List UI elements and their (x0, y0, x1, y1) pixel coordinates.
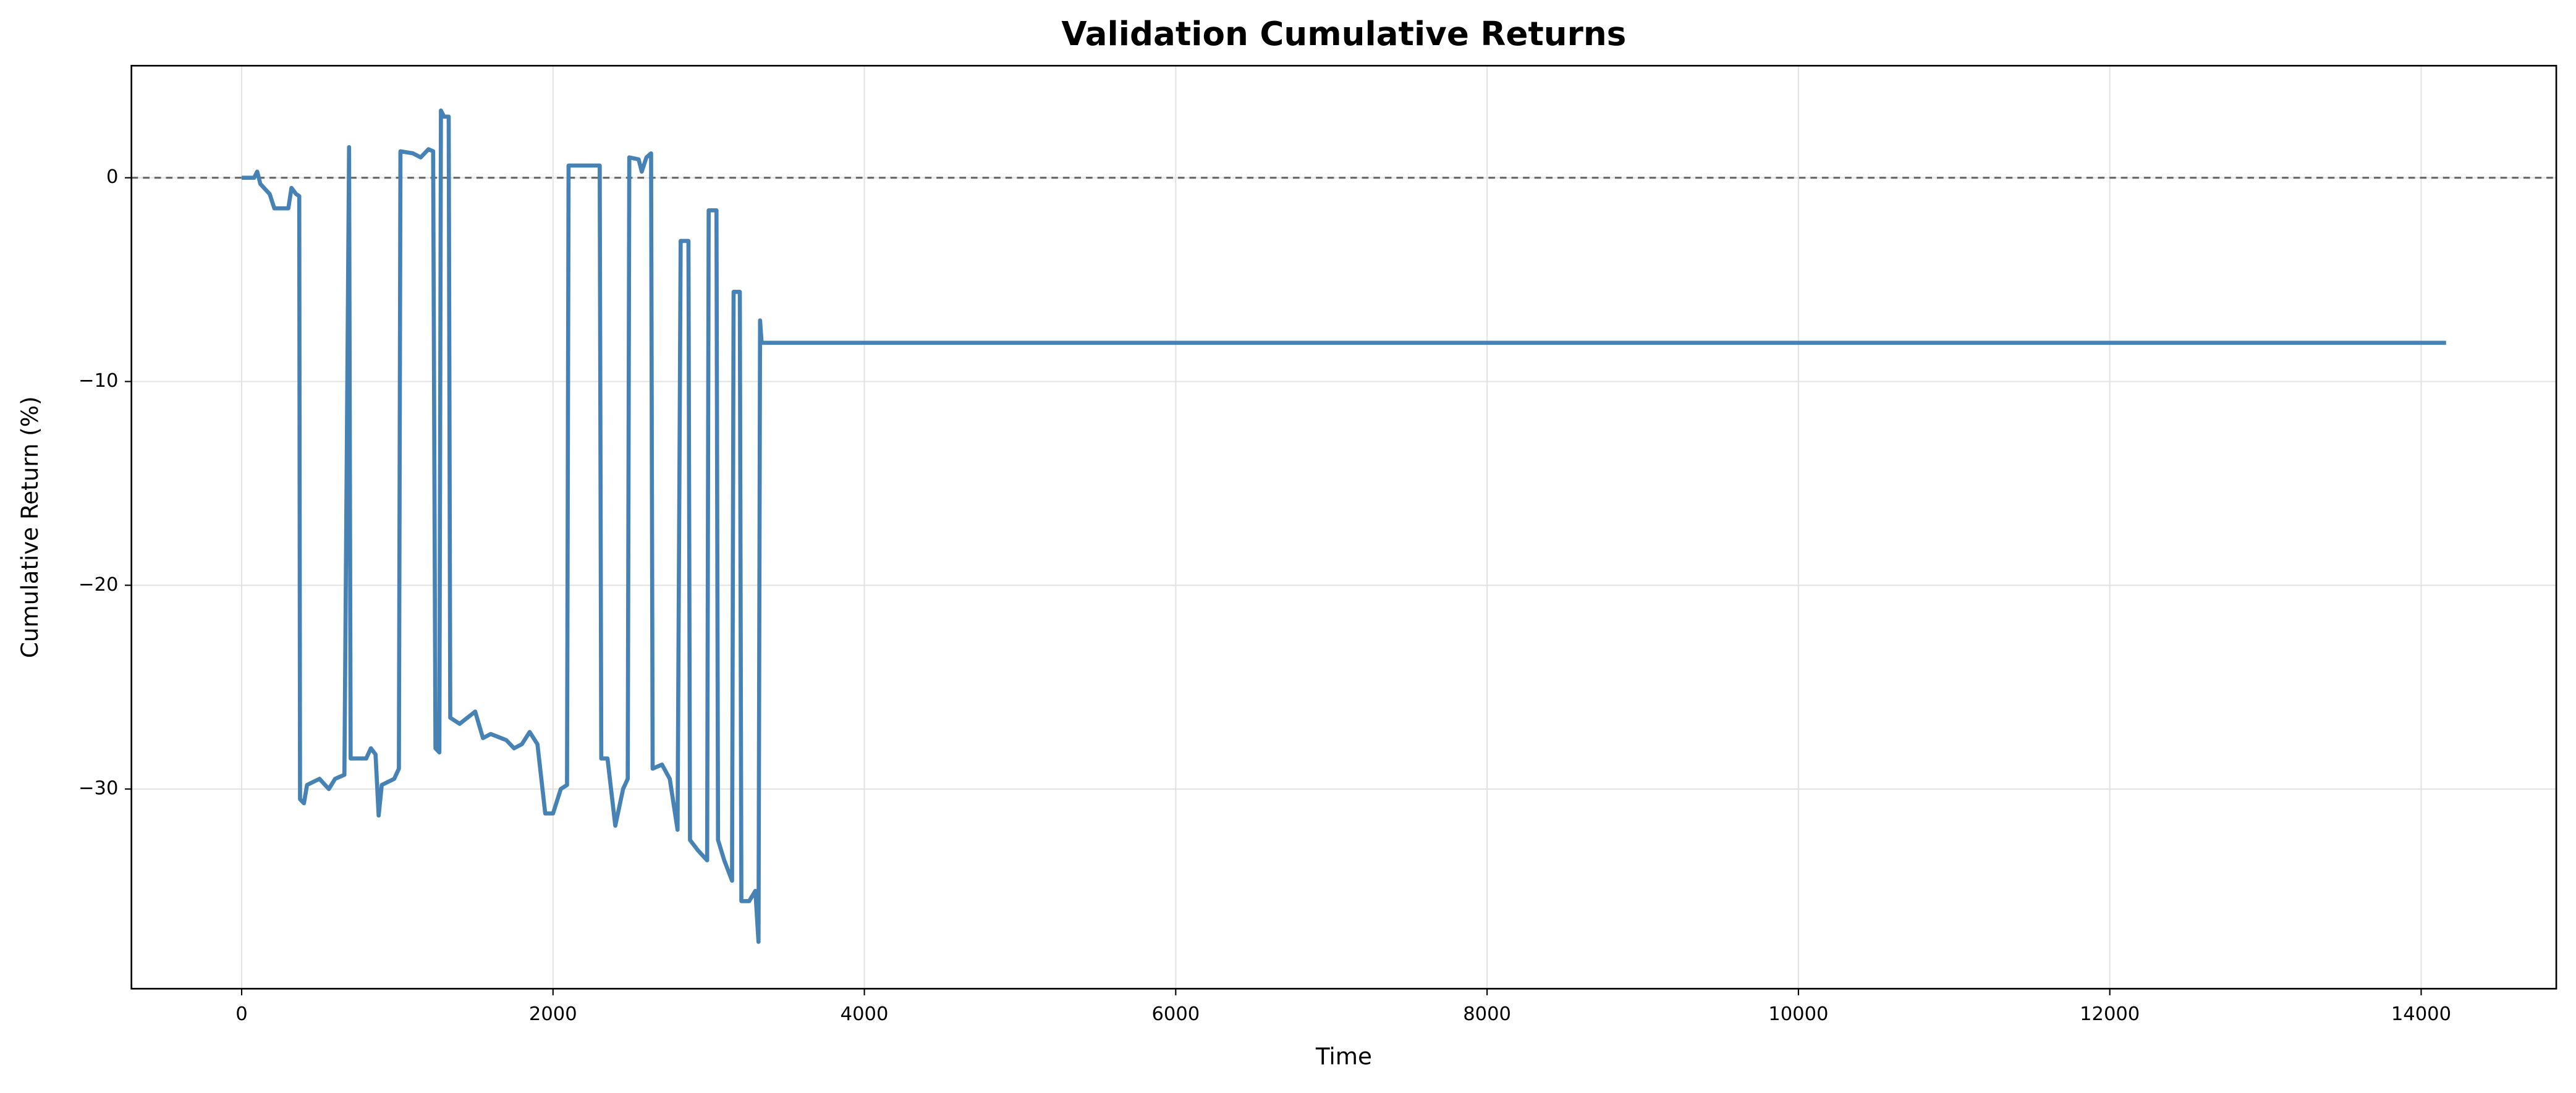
x-tick-label: 4000 (841, 1003, 889, 1025)
y-tick-label: −10 (78, 370, 118, 392)
y-tick-label: 0 (106, 166, 118, 188)
x-axis-label: Time (1315, 1042, 1372, 1070)
plot-frame (130, 64, 2557, 990)
y-tick-label: −20 (78, 574, 118, 596)
data-line (241, 108, 2446, 944)
x-tick-label: 10000 (1768, 1003, 1828, 1025)
chart-title: Validation Cumulative Returns (1061, 15, 1626, 53)
x-tick-label: 0 (235, 1003, 247, 1025)
x-tick-label: 6000 (1151, 1003, 1200, 1025)
y-tick-label: −30 (78, 778, 118, 800)
x-tick-label: 8000 (1463, 1003, 1511, 1025)
x-tick-label: 14000 (2391, 1003, 2451, 1025)
x-tick-label: 2000 (529, 1003, 577, 1025)
x-tick-label: 12000 (2080, 1003, 2140, 1025)
y-axis-label: Cumulative Return (%) (16, 396, 43, 658)
